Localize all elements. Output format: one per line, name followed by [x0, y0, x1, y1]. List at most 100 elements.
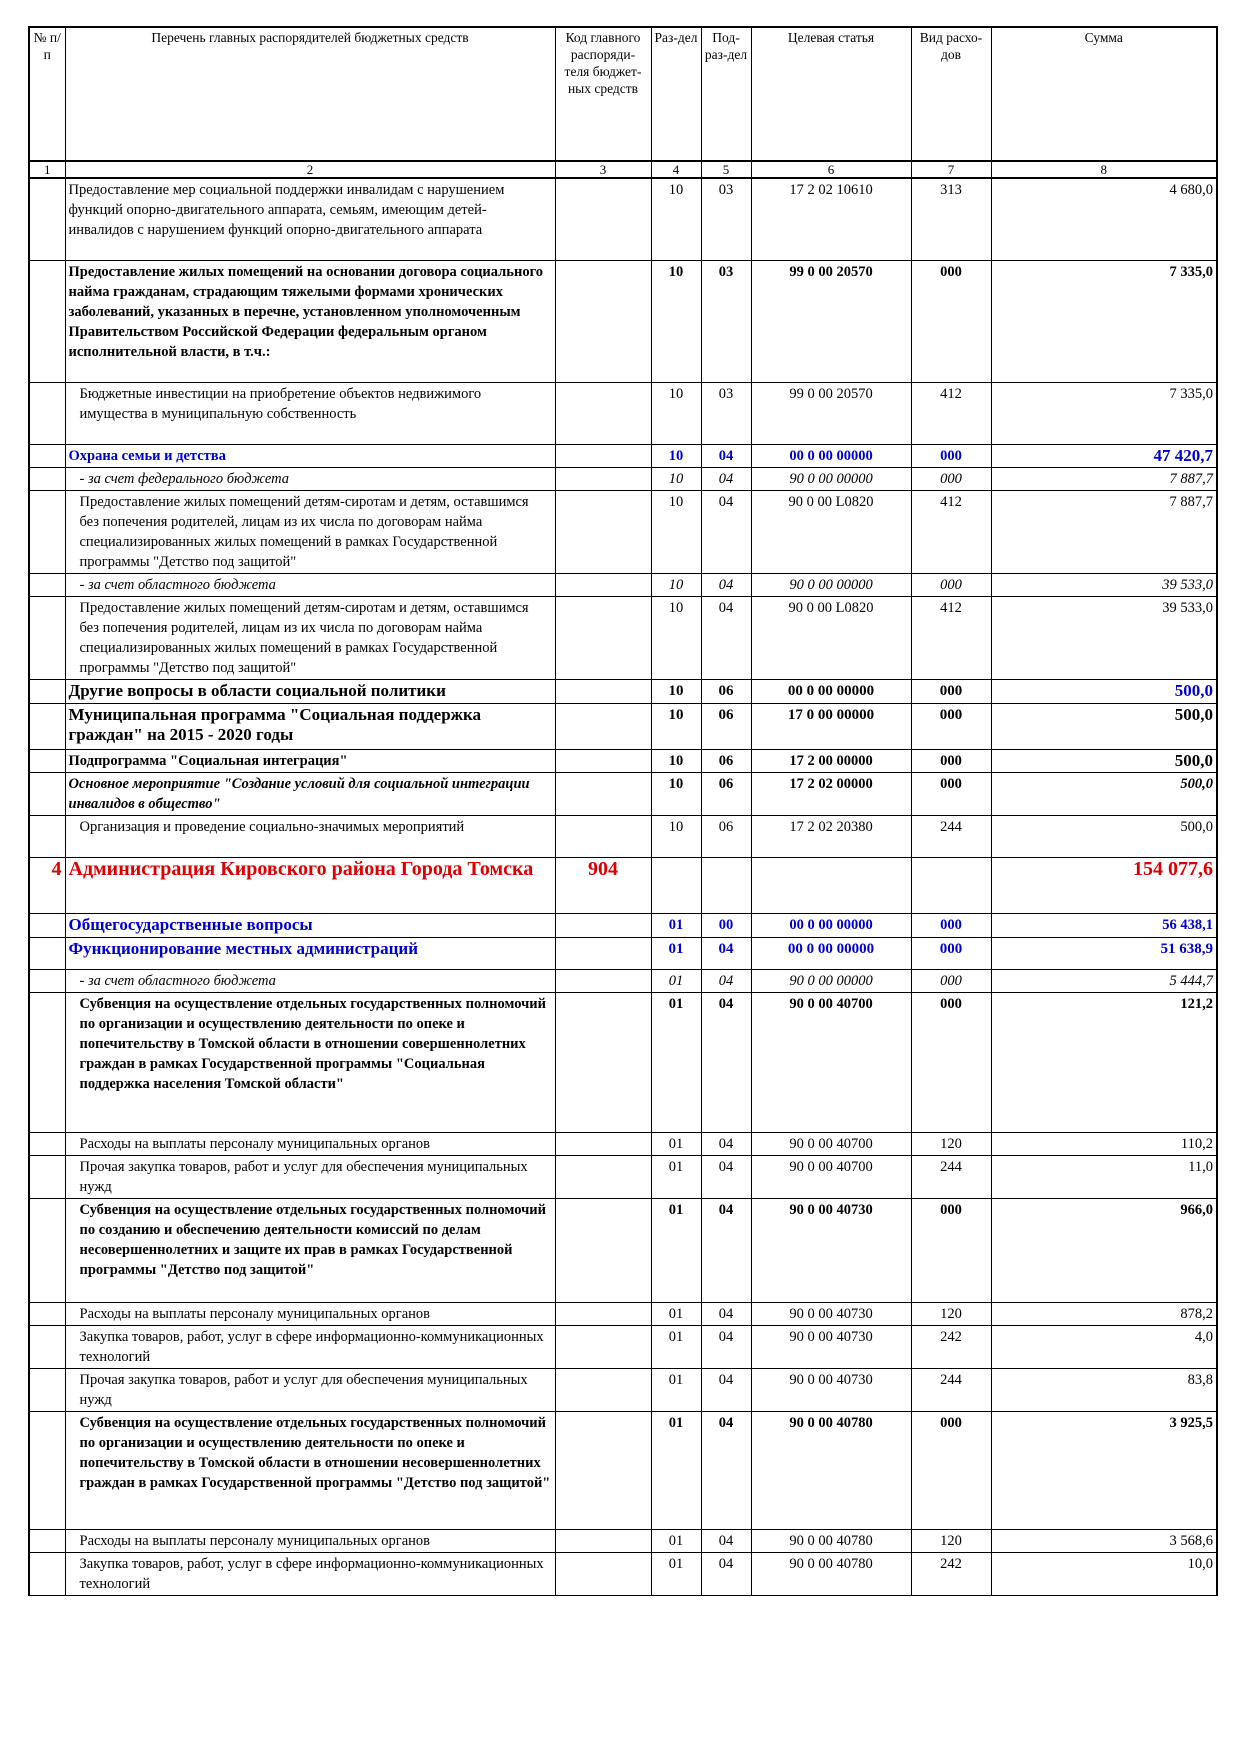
colnum-2: 2	[64, 160, 556, 179]
row-vid: 244	[910, 1154, 992, 1199]
row-razdel: 10	[650, 702, 702, 750]
row-name: Предоставление жилых помещений на основа…	[64, 259, 556, 383]
row-kod	[554, 443, 652, 468]
row-summa: 500,0	[990, 748, 1218, 773]
row-kod: 904	[554, 856, 652, 914]
row-kod	[554, 1551, 652, 1596]
header-vid: Вид расхо-дов	[910, 26, 992, 162]
row-kod	[554, 1324, 652, 1369]
row-name: Закупка товаров, работ, услуг в сфере ин…	[64, 1551, 556, 1596]
row-podrazdel: 04	[700, 1367, 752, 1412]
row-statya: 90 0 00 40730	[750, 1301, 912, 1326]
row-podrazdel: 06	[700, 748, 752, 773]
row-num	[28, 1528, 66, 1553]
colnum-8: 8	[990, 160, 1218, 179]
header-statya: Целевая статья	[750, 26, 912, 162]
row-statya: 90 0 00 L0820	[750, 595, 912, 680]
row-podrazdel: 04	[700, 991, 752, 1133]
row-podrazdel: 04	[700, 1154, 752, 1199]
row-num	[28, 595, 66, 680]
row-name: - за счет федерального бюджета	[64, 466, 556, 491]
row-razdel	[650, 856, 702, 914]
table-row: Организация и проведение социально-значи…	[28, 814, 1218, 858]
row-kod	[554, 489, 652, 574]
row-summa: 5 444,7	[990, 968, 1218, 993]
row-podrazdel: 04	[700, 1551, 752, 1596]
row-vid: 000	[910, 912, 992, 938]
row-num	[28, 678, 66, 704]
row-name: Функционирование местных администраций	[64, 936, 556, 970]
row-vid: 000	[910, 572, 992, 597]
row-vid: 313	[910, 177, 992, 261]
table-row: Предоставление жилых помещений детям-сир…	[28, 489, 1218, 574]
row-name: Основное мероприятие "Создание условий д…	[64, 771, 556, 816]
table-row: Расходы на выплаты персоналу муниципальн…	[28, 1131, 1218, 1156]
row-kod	[554, 572, 652, 597]
table-header-row: № п/п Перечень главных распорядителей бю…	[28, 26, 1218, 162]
row-num	[28, 1301, 66, 1326]
row-podrazdel: 04	[700, 1131, 752, 1156]
row-statya: 90 0 00 40700	[750, 991, 912, 1133]
row-podrazdel: 04	[700, 1410, 752, 1530]
row-statya: 90 0 00 00000	[750, 968, 912, 993]
row-razdel: 01	[650, 1367, 702, 1412]
row-num	[28, 381, 66, 445]
row-vid: 000	[910, 443, 992, 468]
row-num	[28, 177, 66, 261]
row-podrazdel: 06	[700, 702, 752, 750]
row-name: Организация и проведение социально-значи…	[64, 814, 556, 858]
row-name: Расходы на выплаты персоналу муниципальн…	[64, 1131, 556, 1156]
row-summa: 39 533,0	[990, 595, 1218, 680]
row-num	[28, 968, 66, 993]
row-kod	[554, 1131, 652, 1156]
row-vid: 120	[910, 1301, 992, 1326]
row-statya: 90 0 00 40700	[750, 1154, 912, 1199]
header-name: Перечень главных распорядителей бюджетны…	[64, 26, 556, 162]
row-razdel: 01	[650, 1528, 702, 1553]
table-row: Подпрограмма "Социальная интеграция" 10 …	[28, 748, 1218, 773]
row-vid: 000	[910, 678, 992, 704]
colnum-7: 7	[910, 160, 992, 179]
row-summa: 56 438,1	[990, 912, 1218, 938]
row-podrazdel: 04	[700, 466, 752, 491]
row-statya: 17 2 00 00000	[750, 748, 912, 773]
table-row: Субвенция на осуществление отдельных гос…	[28, 1197, 1218, 1303]
row-razdel: 01	[650, 1154, 702, 1199]
row-summa: 4 680,0	[990, 177, 1218, 261]
header-podrazdel: Под-раз-дел	[700, 26, 752, 162]
row-kod	[554, 1410, 652, 1530]
row-summa: 966,0	[990, 1197, 1218, 1303]
row-razdel: 10	[650, 814, 702, 858]
row-vid: 000	[910, 968, 992, 993]
table-row: Бюджетные инвестиции на приобретение объ…	[28, 381, 1218, 445]
table-row: Прочая закупка товаров, работ и услуг дл…	[28, 1367, 1218, 1412]
table-row: Предоставление жилых помещений на основа…	[28, 259, 1218, 383]
row-razdel: 01	[650, 1551, 702, 1596]
row-kod	[554, 936, 652, 970]
row-num	[28, 1410, 66, 1530]
table-row: Субвенция на осуществление отдельных гос…	[28, 1410, 1218, 1530]
row-statya: 90 0 00 40780	[750, 1528, 912, 1553]
row-statya: 90 0 00 40780	[750, 1551, 912, 1596]
row-statya: 99 0 00 20570	[750, 381, 912, 445]
row-summa: 7 887,7	[990, 466, 1218, 491]
row-num	[28, 748, 66, 773]
row-kod	[554, 814, 652, 858]
row-podrazdel: 04	[700, 443, 752, 468]
row-name: Прочая закупка товаров, работ и услуг дл…	[64, 1367, 556, 1412]
row-razdel: 01	[650, 968, 702, 993]
row-name: Субвенция на осуществление отдельных гос…	[64, 1410, 556, 1530]
row-num	[28, 1131, 66, 1156]
row-summa: 878,2	[990, 1301, 1218, 1326]
table-row: Предоставление мер социальной поддержки …	[28, 177, 1218, 261]
row-num	[28, 936, 66, 970]
row-num	[28, 443, 66, 468]
row-podrazdel: 03	[700, 177, 752, 261]
row-num	[28, 1154, 66, 1199]
row-statya: 90 0 00 40730	[750, 1367, 912, 1412]
row-razdel: 01	[650, 1410, 702, 1530]
row-razdel: 10	[650, 443, 702, 468]
row-vid: 242	[910, 1551, 992, 1596]
row-summa: 3 568,6	[990, 1528, 1218, 1553]
header-razdel: Раз-дел	[650, 26, 702, 162]
